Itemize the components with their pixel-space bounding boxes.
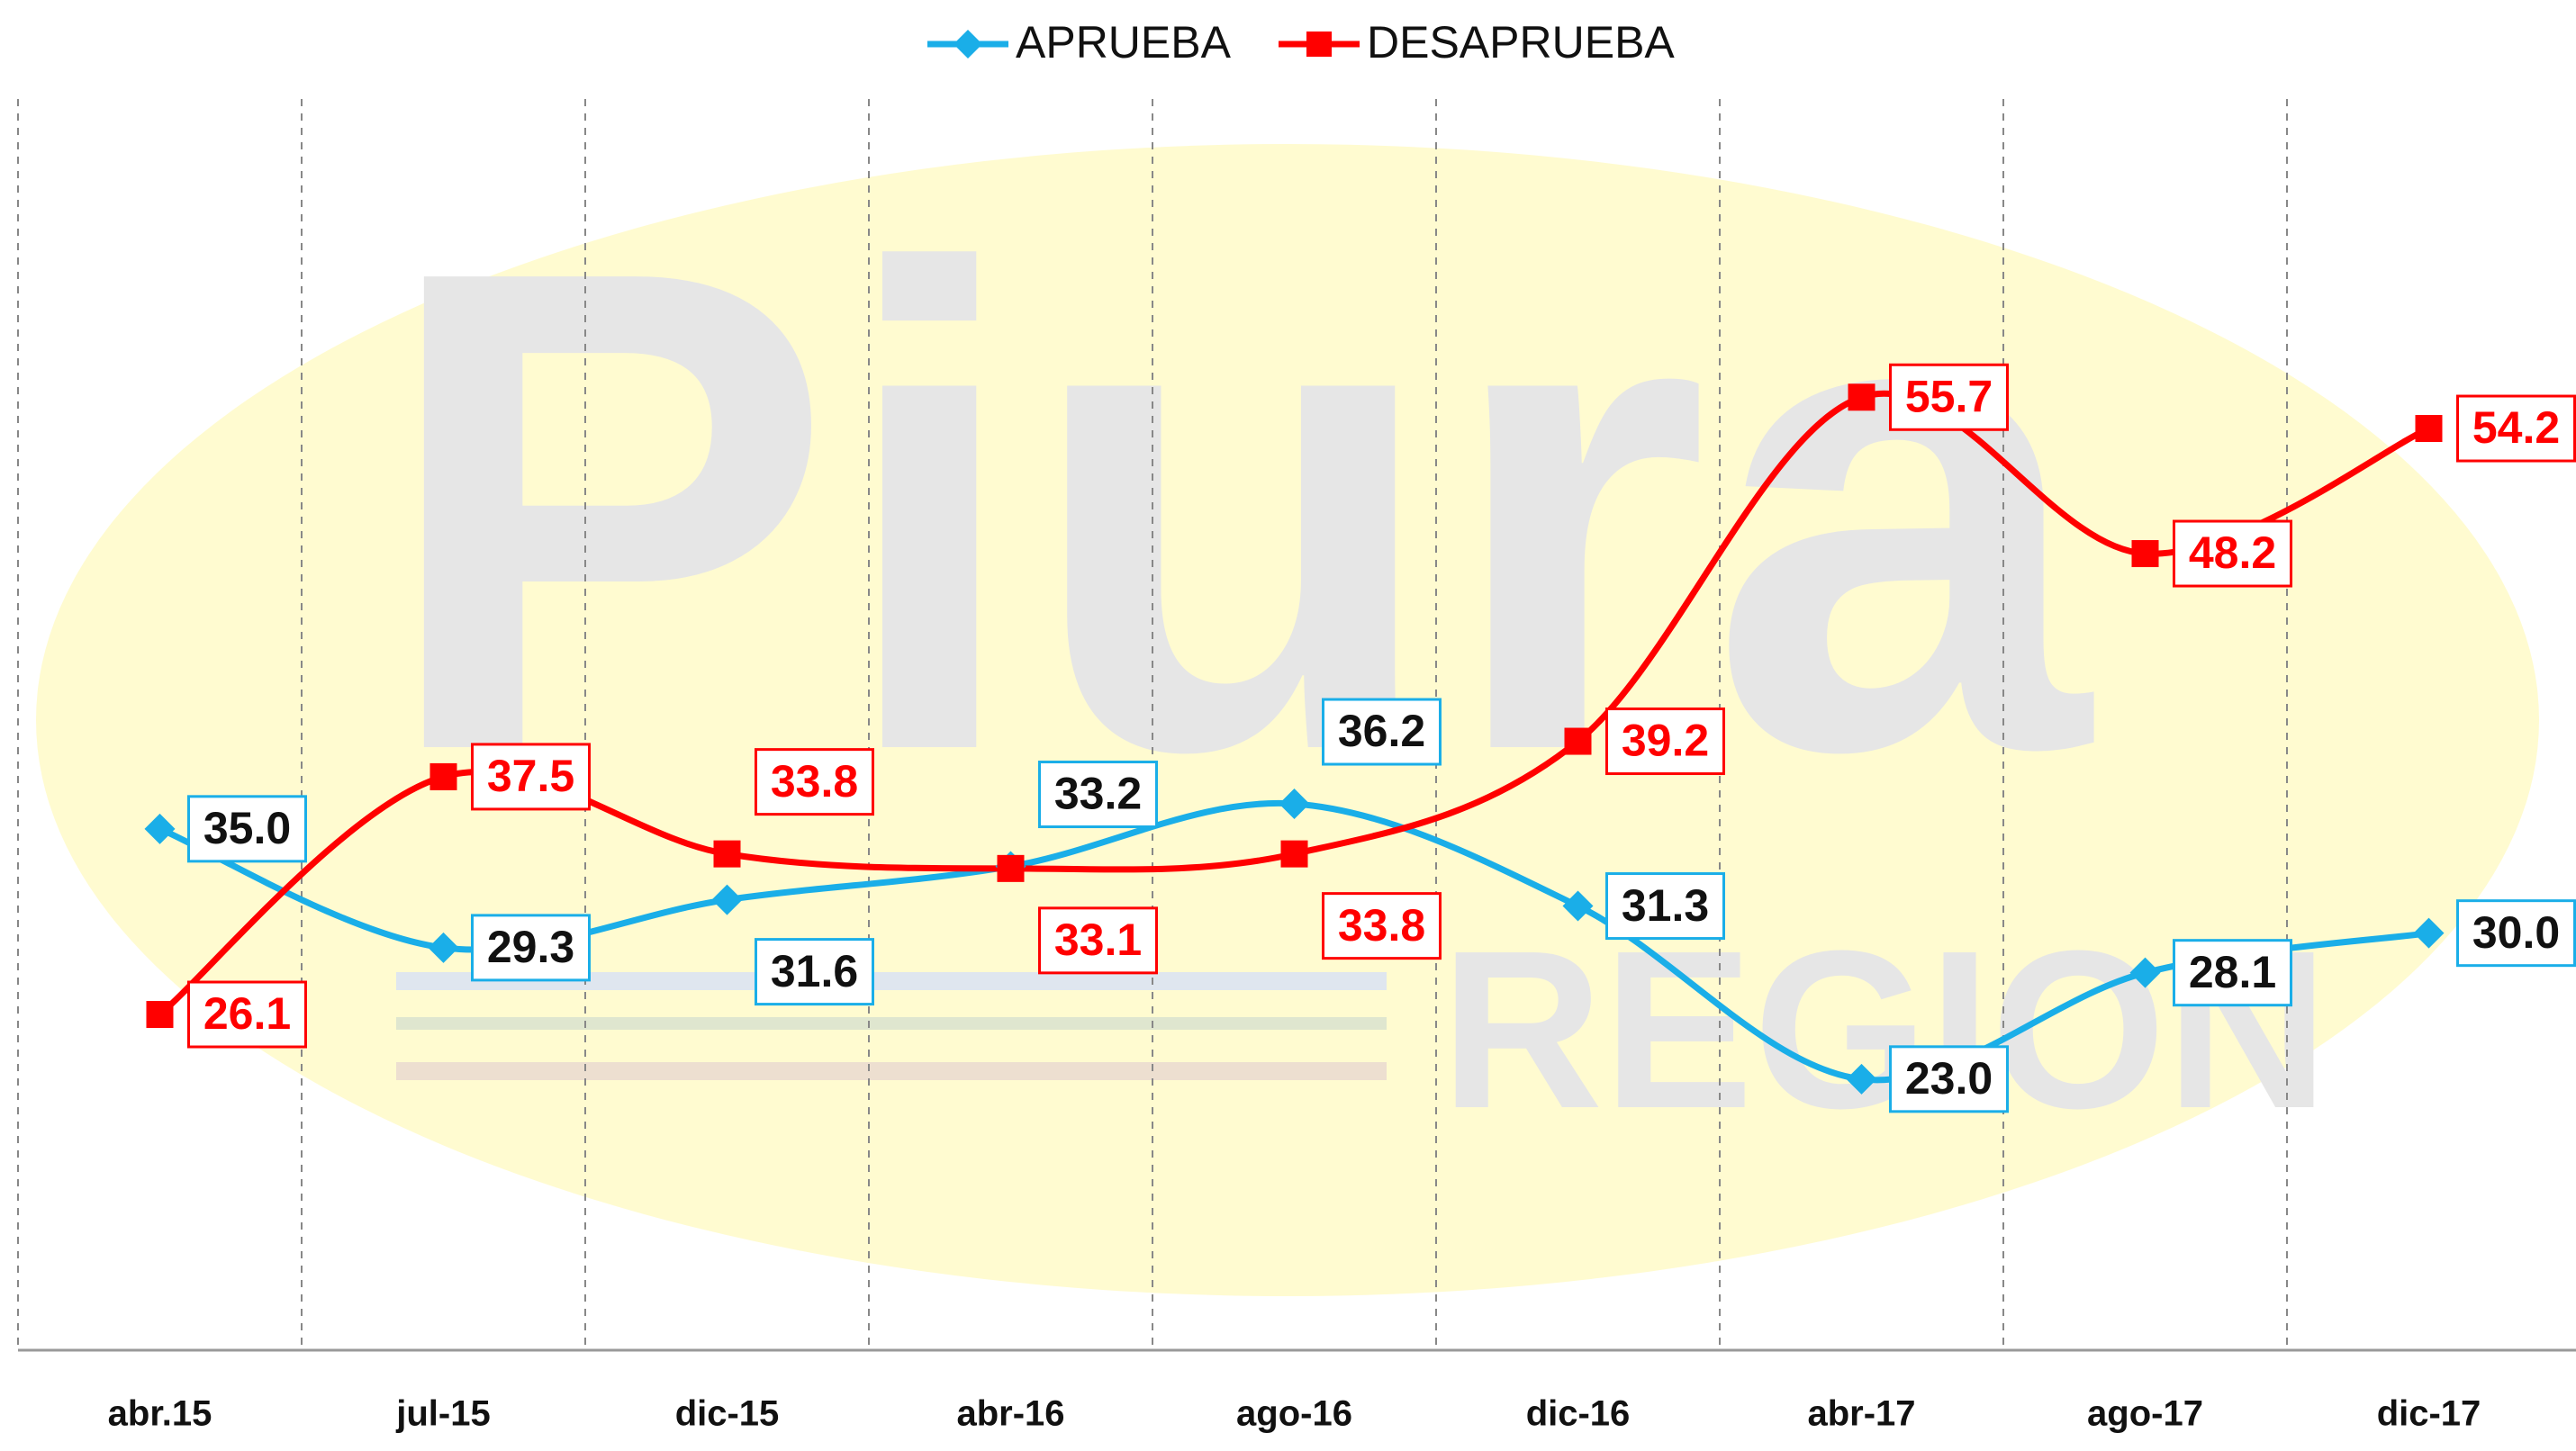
data-label-text: 37.5 — [487, 751, 574, 801]
legend-label: APRUEBA — [1016, 17, 1232, 68]
x-tick-label: dic-17 — [2377, 1394, 2481, 1434]
data-label-box — [1889, 1045, 2009, 1113]
marker — [144, 813, 176, 844]
data-label-box — [755, 748, 874, 816]
watermark-ellipse — [36, 144, 2539, 1296]
marker — [713, 840, 741, 868]
data-label-box — [2173, 519, 2292, 588]
x-tick-label: abr-16 — [956, 1394, 1064, 1434]
data-label: 35.0 — [187, 795, 307, 863]
marker — [2413, 917, 2445, 949]
data-label: 54.2 — [2456, 394, 2576, 463]
data-label: 26.1 — [187, 980, 307, 1049]
x-tick-label: dic-15 — [675, 1394, 780, 1434]
data-label-box — [471, 914, 591, 982]
data-label-text: 48.2 — [2189, 527, 2276, 578]
marker — [2129, 957, 2161, 988]
x-tick-label: jul-15 — [395, 1394, 490, 1434]
data-label-text: 35.0 — [203, 803, 291, 853]
data-label-text: 55.7 — [1905, 371, 1993, 421]
data-label-text: 29.3 — [487, 922, 574, 972]
x-tick-label: abr.15 — [108, 1394, 212, 1434]
data-label-box — [755, 938, 874, 1006]
data-label-box — [1038, 906, 1158, 975]
x-tick-label: abr-17 — [1807, 1394, 1915, 1434]
data-label-box — [2456, 899, 2576, 968]
data-label: 23.0 — [1889, 1045, 2009, 1113]
data-label-box — [471, 743, 591, 811]
data-label-text: 31.6 — [771, 946, 858, 996]
data-label-box — [1322, 698, 1442, 766]
data-label: 33.2 — [1038, 761, 1158, 829]
data-label-box — [1322, 892, 1442, 960]
data-label-box — [1038, 761, 1158, 829]
data-label-text: 23.0 — [1905, 1053, 1993, 1104]
data-label: 37.5 — [471, 743, 591, 811]
marker — [2415, 415, 2443, 443]
marker — [2131, 540, 2159, 568]
data-label: 33.1 — [1038, 906, 1158, 975]
data-label-text: 39.2 — [1622, 716, 1709, 766]
data-label: 29.3 — [471, 914, 591, 982]
marker — [711, 884, 743, 915]
watermark-stripe — [396, 1062, 1387, 1080]
data-label: 30.0 — [2456, 899, 2576, 968]
data-label-text: 31.3 — [1622, 880, 1709, 931]
data-label-text: 33.2 — [1054, 769, 1142, 819]
x-tick-label: dic-16 — [1526, 1394, 1631, 1434]
watermark-stripe — [396, 1017, 1387, 1030]
data-label: 55.7 — [1889, 363, 2009, 431]
data-label: 28.1 — [2173, 939, 2292, 1007]
data-label-text: 36.2 — [1338, 706, 1425, 756]
data-label-text: 26.1 — [203, 988, 291, 1039]
x-tick-label: ago-16 — [1236, 1394, 1352, 1434]
data-label-box — [1889, 363, 2009, 431]
watermark-stripe — [396, 972, 1387, 990]
data-label: 39.2 — [1605, 707, 1725, 776]
data-label: 31.6 — [755, 938, 874, 1006]
data-label-text: 33.8 — [771, 756, 858, 807]
data-label-text: 33.8 — [1338, 900, 1425, 951]
marker — [428, 932, 459, 963]
data-label-box — [2173, 939, 2292, 1007]
data-label-box — [187, 795, 307, 863]
data-label-text: 54.2 — [2472, 402, 2560, 453]
data-label-box — [1605, 872, 1725, 941]
marker — [1562, 890, 1594, 922]
data-label-text: 33.1 — [1054, 915, 1142, 965]
marker — [1848, 383, 1876, 411]
marker — [146, 1001, 174, 1029]
data-label-text: 28.1 — [2189, 947, 2276, 997]
data-label-box — [187, 980, 307, 1049]
marker — [429, 762, 457, 790]
data-label-box — [2456, 394, 2576, 463]
marker — [997, 854, 1025, 882]
data-label: 33.8 — [755, 748, 874, 816]
legend-marker — [954, 30, 982, 59]
marker — [1564, 727, 1592, 755]
watermark-text: Piura — [378, 129, 2094, 893]
data-label: 48.2 — [2173, 519, 2292, 588]
legend-marker — [1306, 32, 1332, 57]
data-label: 31.3 — [1605, 872, 1725, 941]
data-label: 33.8 — [1322, 892, 1442, 960]
marker — [1846, 1063, 1877, 1095]
marker — [1279, 789, 1310, 820]
data-label-box — [1605, 707, 1725, 776]
x-tick-label: ago-17 — [2087, 1394, 2203, 1434]
legend-label: DESAPRUEBA — [1367, 17, 1675, 68]
marker — [1280, 840, 1308, 868]
data-label-text: 30.0 — [2472, 907, 2560, 958]
data-label: 36.2 — [1322, 698, 1442, 766]
